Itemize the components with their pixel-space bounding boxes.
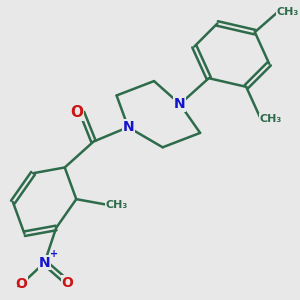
- Text: +: +: [50, 249, 59, 259]
- Text: O: O: [62, 276, 74, 290]
- Text: CH₃: CH₃: [277, 7, 299, 17]
- Text: O: O: [16, 277, 28, 291]
- Text: −: −: [16, 282, 25, 292]
- Text: CH₃: CH₃: [106, 200, 128, 210]
- Text: O: O: [70, 105, 83, 120]
- Text: N: N: [174, 97, 186, 111]
- Text: CH₃: CH₃: [260, 113, 282, 124]
- Text: N: N: [122, 120, 134, 134]
- Text: N: N: [39, 256, 50, 269]
